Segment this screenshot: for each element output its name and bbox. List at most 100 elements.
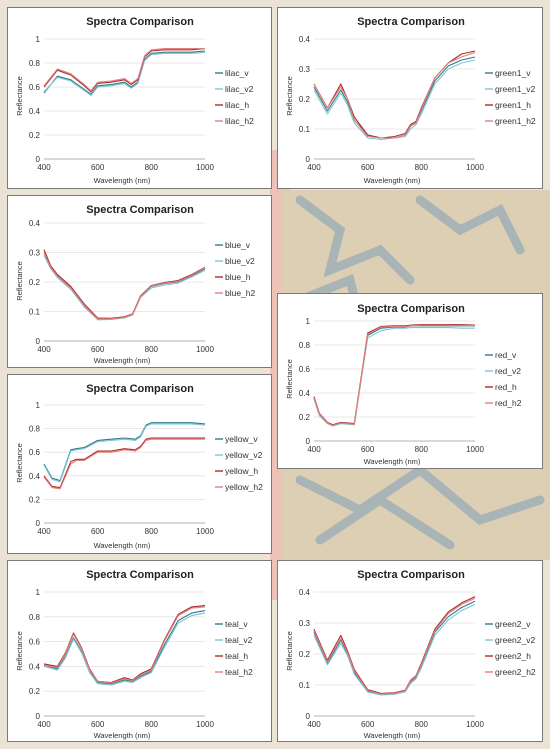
legend-label: green1_h2: [495, 116, 536, 126]
x-tick-label: 400: [37, 345, 51, 354]
x-axis-label: Wavelength (nm): [94, 731, 151, 740]
y-tick-label: 0.1: [29, 308, 41, 317]
x-tick-label: 1000: [196, 163, 214, 172]
series-line-yellow_v: [43, 422, 206, 482]
series-line-yellow_h: [43, 437, 205, 489]
legend: blue_v blue_v2 blue_h blue_h2: [215, 240, 256, 298]
legend: yellow_v yellow_v2 yellow_h yellow_h2: [215, 434, 263, 492]
legend-label: red_v2: [495, 366, 521, 376]
axis-ticks: 0 0.2 0.4 0.6 0.8 1 400 600 800 1000: [299, 317, 485, 454]
legend-label: yellow_h2: [225, 482, 263, 492]
axis-ticks: 0 0.2 0.4 0.6 0.8 1 400 600 800 1000: [29, 35, 215, 172]
chart-panel-teal: Spectra Comparison Reflectance Wavelengt…: [7, 560, 272, 742]
y-tick-label: 0.2: [29, 131, 41, 140]
legend-label: teal_h: [225, 651, 248, 661]
y-tick-label: 0: [36, 519, 41, 528]
series-line-green1_v2: [313, 59, 476, 141]
legend-label: red_v: [495, 350, 517, 360]
y-tick-label: 0.1: [299, 125, 311, 134]
series-line-teal_h2: [43, 606, 206, 684]
legend-label: yellow_v2: [225, 450, 263, 460]
series-line-blue_h: [43, 249, 206, 319]
x-tick-label: 1000: [196, 345, 214, 354]
legend-label: blue_h2: [225, 288, 256, 298]
series-line-red_h2: [313, 324, 476, 426]
y-tick-label: 0.8: [29, 425, 41, 434]
chart-title: Spectra Comparison: [86, 569, 194, 581]
y-tick-label: 0: [306, 712, 311, 721]
x-tick-label: 600: [361, 445, 375, 454]
y-tick-label: 0.2: [299, 650, 311, 659]
green1-chart: Spectra Comparison Reflectance Wavelengt…: [285, 16, 536, 185]
plot-grid: [314, 38, 475, 160]
y-axis-label: Reflectance: [285, 76, 294, 116]
y-tick-label: 1: [36, 401, 41, 410]
x-tick-label: 1000: [466, 720, 484, 729]
x-tick-label: 600: [91, 720, 105, 729]
plot-series: [43, 249, 206, 321]
axis-ticks: 0 0.1 0.2 0.3 0.4 400 600 800 1000: [299, 588, 485, 729]
teal-chart: Spectra Comparison Reflectance Wavelengt…: [15, 569, 253, 740]
x-tick-label: 800: [415, 445, 429, 454]
axis-ticks: 0 0.1 0.2 0.3 0.4 400 600 800 1000: [29, 219, 215, 354]
legend-label: blue_h: [225, 272, 251, 282]
x-tick-label: 800: [415, 720, 429, 729]
green2-chart: Spectra Comparison Reflectance Wavelengt…: [285, 569, 536, 740]
y-tick-label: 0.4: [29, 107, 41, 116]
x-tick-label: 800: [145, 720, 159, 729]
y-tick-label: 0: [36, 712, 41, 721]
legend-label: green1_h: [495, 100, 531, 110]
y-axis-label: Reflectance: [15, 631, 24, 671]
x-tick-label: 400: [307, 720, 321, 729]
x-tick-label: 600: [91, 163, 105, 172]
red-chart: Spectra Comparison Reflectance Wavelengt…: [285, 303, 522, 466]
x-tick-label: 600: [91, 345, 105, 354]
legend-label: teal_h2: [225, 667, 253, 677]
x-tick-label: 400: [307, 445, 321, 454]
legend-label: red_h: [495, 382, 517, 392]
y-tick-label: 1: [306, 317, 311, 326]
chart-panel-blue: Spectra Comparison Reflectance Wavelengt…: [7, 195, 272, 368]
y-tick-label: 0.6: [29, 83, 41, 92]
x-tick-label: 1000: [466, 445, 484, 454]
y-tick-label: 1: [36, 588, 41, 597]
series-line-green2_v2: [313, 603, 476, 696]
chart-title: Spectra Comparison: [86, 204, 194, 216]
x-tick-label: 600: [361, 720, 375, 729]
legend-label: blue_v2: [225, 256, 255, 266]
legend-label: red_h2: [495, 398, 522, 408]
legend-label: yellow_v: [225, 434, 258, 444]
legend-label: lilac_h2: [225, 116, 254, 126]
x-tick-label: 1000: [196, 527, 214, 536]
legend: lilac_v lilac_v2 lilac_h lilac_h2: [215, 68, 254, 126]
y-tick-label: 0.2: [299, 95, 311, 104]
y-axis-label: Reflectance: [285, 359, 294, 399]
x-tick-label: 600: [91, 527, 105, 536]
legend-label: lilac_v: [225, 68, 249, 78]
plot-series: [43, 422, 206, 490]
chart-title: Spectra Comparison: [86, 16, 194, 28]
y-tick-label: 0: [36, 155, 41, 164]
y-axis-label: Reflectance: [15, 443, 24, 483]
series-line-yellow_h2: [43, 438, 205, 490]
y-tick-label: 0.1: [299, 681, 311, 690]
y-axis-label: Reflectance: [285, 631, 294, 671]
x-axis-label: Wavelength (nm): [364, 457, 421, 466]
legend: green2_v green2_v2 green2_h green2_h2: [485, 619, 536, 677]
y-tick-label: 0.6: [29, 448, 41, 457]
series-line-blue_h2: [43, 252, 206, 320]
series-line-lilac_h2: [43, 48, 205, 92]
plot-grid: [44, 591, 205, 717]
series-line-lilac_v2: [43, 51, 206, 96]
series-line-green2_h: [313, 596, 476, 694]
y-tick-label: 0.2: [29, 278, 41, 287]
y-tick-label: 0.2: [29, 687, 41, 696]
y-tick-label: 0.6: [29, 638, 41, 647]
x-tick-label: 1000: [466, 163, 484, 172]
x-axis-label: Wavelength (nm): [94, 356, 151, 365]
series-line-red_v: [313, 325, 475, 426]
x-tick-label: 400: [307, 163, 321, 172]
chart-title: Spectra Comparison: [86, 383, 194, 395]
legend-label: teal_v2: [225, 635, 253, 645]
legend-label: green1_v2: [495, 84, 535, 94]
